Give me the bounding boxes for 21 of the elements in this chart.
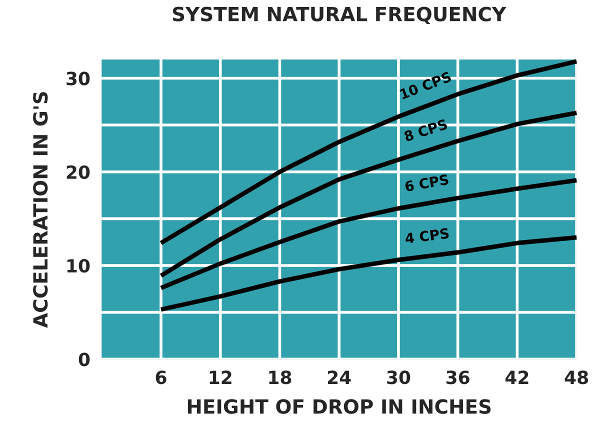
x-tick-label: 36 bbox=[446, 370, 470, 384]
text: 6 CPS bbox=[404, 174, 449, 192]
y-tick-label: 0 bbox=[78, 352, 90, 366]
text: 10 CPS bbox=[399, 71, 452, 100]
text: 4 CPS bbox=[404, 228, 450, 244]
y-tick-label: 30 bbox=[66, 72, 90, 86]
x-tick-label: 48 bbox=[564, 370, 588, 384]
line-series bbox=[158, 59, 579, 246]
line-series bbox=[158, 110, 579, 278]
text: 8 CPS bbox=[404, 118, 448, 142]
x-tick-label: 30 bbox=[387, 370, 410, 384]
x-tick-label: 12 bbox=[210, 370, 232, 384]
x-axis-title: HEIGHT OF DROP IN INCHES bbox=[188, 399, 491, 414]
x-tick-label: 42 bbox=[505, 370, 528, 384]
chart-title: SYSTEM NATURAL FREQUENCY bbox=[172, 6, 506, 24]
x-tick-label: 24 bbox=[328, 370, 351, 384]
y-axis-title: ACCELERATION IN G'S bbox=[33, 92, 48, 328]
y-tick-label: 10 bbox=[67, 258, 90, 273]
y-tick-label: 20 bbox=[66, 165, 90, 179]
x-tick-label: 6 bbox=[156, 370, 166, 384]
x-tick-label: 18 bbox=[269, 370, 292, 384]
